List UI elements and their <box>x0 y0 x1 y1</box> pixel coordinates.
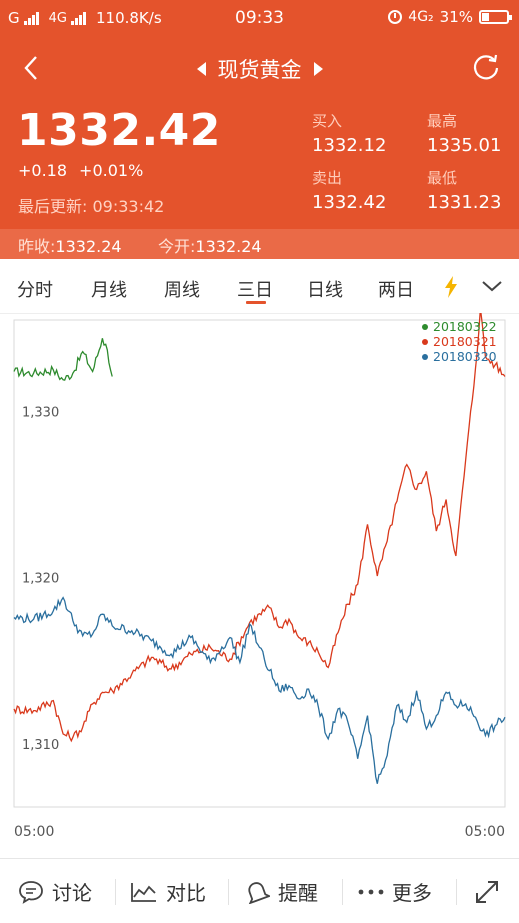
instrument-switcher[interactable]: 现货黄金 <box>0 54 519 84</box>
refresh-icon[interactable] <box>471 52 501 82</box>
network-type: 4G₂ <box>408 9 434 25</box>
sell-value: 1332.42 <box>312 192 387 213</box>
active-tab-indicator <box>246 301 266 304</box>
fullscreen-icon[interactable] <box>472 877 502 907</box>
tab-intraday[interactable]: 分时 <box>17 280 53 301</box>
legend-label: 20180322 <box>433 319 497 334</box>
open-value: 1332.24 <box>195 237 262 256</box>
low-label: 最低 <box>427 169 458 187</box>
previous-close-row: 昨收:1332.24 今开:1332.24 <box>0 229 519 259</box>
tab-monthly[interactable]: 月线 <box>91 280 127 301</box>
legend-label: 20180321 <box>433 334 497 349</box>
legend-marker <box>422 339 428 345</box>
bottom-toolbar: 讨论 对比 提醒 更多 <box>0 858 519 923</box>
change-value: +0.18 <box>18 161 68 180</box>
prev-close: 昨收:1332.24 <box>18 233 122 257</box>
y-tick-label: 1,310 <box>22 738 59 753</box>
compare-button[interactable]: 对比 <box>130 877 206 906</box>
last-update-time: 09:33:42 <box>92 197 165 216</box>
lightning-icon[interactable] <box>444 276 458 298</box>
next-instrument-icon[interactable] <box>313 62 323 76</box>
signal-bars-icon-2 <box>70 11 86 25</box>
alert-button[interactable]: 提醒 <box>244 877 318 906</box>
series-line-20180322 <box>13 338 113 381</box>
bell-icon <box>248 881 270 904</box>
buy-value: 1332.12 <box>312 135 387 156</box>
divider <box>456 879 457 905</box>
low-cell: 最低 1331.23 <box>427 167 501 213</box>
legend-label: 20180320 <box>433 349 497 364</box>
compare-chart-icon <box>131 882 156 902</box>
header-bar: 现货黄金 <box>0 37 519 99</box>
plot-area <box>13 319 506 808</box>
compare-label: 对比 <box>166 881 206 905</box>
sell-cell: 卖出 1332.42 <box>312 167 386 213</box>
status-bar: G 4G 110.8K/s 09:33 4G₂ 31% <box>0 0 519 37</box>
signal-label-2: 4G <box>48 10 67 26</box>
last-update: 最后更新: 09:33:42 <box>18 193 164 217</box>
clock: 09:33 <box>235 8 284 28</box>
tab-two-day[interactable]: 两日 <box>378 280 414 301</box>
y-tick-label: 1,320 <box>22 572 59 587</box>
y-tick-label: 1,330 <box>22 405 59 420</box>
tab-three-day[interactable]: 三日 <box>237 280 273 301</box>
divider <box>342 879 343 905</box>
x-end-label: 05:00 <box>465 824 505 840</box>
comparison-line-chart[interactable]: 1,310 1,320 1,330 201803222018032120180320… <box>0 313 519 858</box>
more-dots-icon <box>358 889 384 894</box>
tab-weekly[interactable]: 周线 <box>164 280 200 301</box>
status-left: G 4G 110.8K/s <box>8 9 162 27</box>
x-start-label: 05:00 <box>14 824 54 840</box>
high-label: 最高 <box>427 112 458 130</box>
discuss-label: 讨论 <box>52 881 92 905</box>
network-speed: 110.8K/s <box>95 9 162 27</box>
change-percent: +0.01% <box>79 161 144 180</box>
buy-label: 买入 <box>312 112 343 130</box>
alert-label: 提醒 <box>278 881 318 905</box>
low-value: 1331.23 <box>427 192 502 213</box>
open-label: 今开: <box>158 237 196 256</box>
signal-bars-icon <box>23 11 39 25</box>
page-title: 现货黄金 <box>217 58 302 82</box>
chat-bubble-icon <box>19 880 43 904</box>
period-tabs: 分时 月线 周线 三日 日线 两日 <box>0 259 519 314</box>
back-arrow-icon[interactable] <box>16 52 48 84</box>
previous-instrument-icon[interactable] <box>196 62 206 76</box>
divider <box>228 879 229 905</box>
more-label: 更多 <box>392 881 432 905</box>
more-button[interactable]: 更多 <box>358 877 432 906</box>
prev-close-label: 昨收: <box>18 237 56 256</box>
prev-close-value: 1332.24 <box>55 237 122 256</box>
status-right: 4G₂ 31% <box>388 8 512 26</box>
legend-marker <box>422 354 428 360</box>
last-update-label: 最后更新: <box>18 197 88 216</box>
high-cell: 最高 1335.01 <box>427 110 501 156</box>
alarm-icon <box>388 10 403 24</box>
divider <box>115 879 116 905</box>
buy-cell: 买入 1332.12 <box>312 110 386 156</box>
chevron-down-icon[interactable] <box>481 279 503 293</box>
series-line-20180321 <box>13 313 506 743</box>
signal-label-1: G <box>8 9 20 27</box>
battery-icon <box>479 10 512 24</box>
price-change: +0.18 +0.01% <box>18 161 143 180</box>
battery-percent: 31% <box>439 8 473 26</box>
quote-panel: 1332.42 +0.18 +0.01% 最后更新: 09:33:42 买入 13… <box>0 99 519 229</box>
last-price: 1332.42 <box>17 105 221 156</box>
high-value: 1335.01 <box>427 135 502 156</box>
today-open: 今开:1332.24 <box>158 233 262 257</box>
series-line-20180320 <box>13 596 506 784</box>
legend-marker <box>422 324 428 330</box>
sell-label: 卖出 <box>312 169 343 187</box>
tab-daily[interactable]: 日线 <box>307 280 343 301</box>
discuss-button[interactable]: 讨论 <box>18 877 92 906</box>
